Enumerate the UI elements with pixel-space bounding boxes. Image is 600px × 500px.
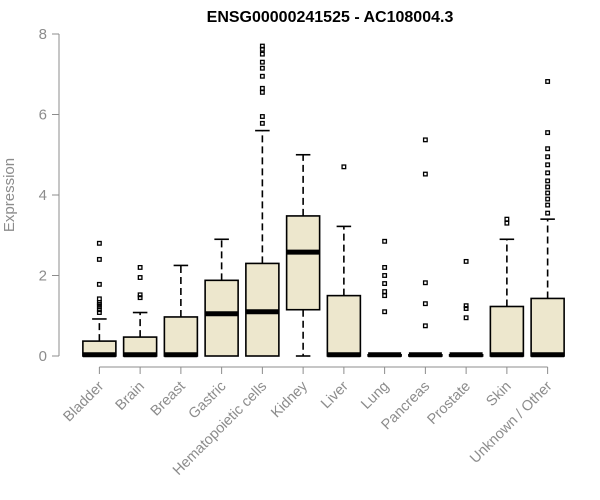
outlier-point: [259, 65, 265, 71]
outlier-point: [137, 295, 143, 301]
box-rect: [326, 294, 362, 357]
outlier-point: [545, 162, 551, 168]
outlier-point: [504, 216, 510, 222]
outlier-point: [382, 281, 388, 286]
outlier-point: [545, 146, 551, 152]
outlier-point: [545, 154, 551, 160]
outlier-point: [463, 315, 469, 321]
outlier-point: [422, 171, 428, 177]
outlier-point: [545, 190, 551, 196]
box-hematopoietic-cells: [245, 43, 280, 357]
box-brain: [122, 264, 158, 358]
x-tick-label: Brain: [113, 379, 148, 414]
outlier-point: [259, 43, 265, 49]
outlier-point: [382, 264, 388, 270]
outlier-point: [382, 273, 388, 278]
box-rect: [285, 215, 321, 311]
outlier-point: [422, 137, 428, 143]
outlier-point: [259, 73, 265, 79]
y-tick-label: 8: [39, 26, 47, 43]
box-lung: [367, 238, 402, 358]
box-rect: [204, 279, 239, 357]
outlier-point: [96, 256, 102, 262]
outlier-point: [545, 130, 551, 136]
outlier-point: [504, 220, 510, 226]
x-tick-label: Kidney: [268, 378, 311, 421]
outlier-point: [259, 59, 265, 65]
outlier-point: [341, 164, 347, 170]
x-tick-label: Prostate: [424, 379, 473, 428]
box-liver: [326, 164, 362, 358]
y-axis-label: Expression: [1, 158, 18, 232]
box-prostate: [448, 258, 484, 358]
outlier-point: [137, 264, 143, 270]
outlier-point: [422, 280, 428, 286]
outlier-point: [545, 178, 551, 184]
outlier-point: [259, 114, 265, 119]
box-rect: [530, 297, 565, 357]
outlier-point: [96, 296, 102, 302]
box-rect: [163, 316, 199, 357]
outlier-point: [463, 258, 469, 264]
outlier-point: [545, 210, 551, 216]
x-tick-label: Bladder: [61, 378, 108, 425]
box-bladder: [82, 240, 117, 358]
x-tick-label: Liver: [318, 378, 352, 412]
outlier-point: [382, 293, 388, 299]
outlier-point: [382, 289, 388, 295]
outlier-point: [382, 309, 388, 315]
outlier-point: [96, 310, 102, 315]
outlier-point: [259, 85, 265, 91]
y-tick-label: 4: [39, 187, 47, 204]
boxes-group: [82, 43, 565, 358]
box-kidney: [285, 153, 321, 357]
outlier-point: [422, 323, 428, 329]
box-rect: [489, 305, 525, 357]
x-tick-label: Lung: [358, 379, 392, 413]
chart-title: ENSG00000241525 - AC108004.3: [207, 9, 454, 26]
outlier-point: [463, 303, 469, 309]
outlier-point: [96, 240, 102, 246]
box-gastric: [204, 238, 239, 357]
outlier-point: [463, 306, 469, 311]
x-tick-label: Skin: [483, 379, 514, 410]
outlier-point: [545, 170, 551, 176]
outlier-point: [545, 184, 551, 190]
box-skin: [489, 216, 525, 358]
outlier-point: [382, 238, 388, 244]
box-unknown-other: [530, 79, 565, 358]
x-tick-label: Breast: [148, 379, 189, 420]
outlier-point: [545, 79, 551, 84]
outlier-point: [422, 301, 428, 307]
y-axis: 0 2 4 6 8: [39, 26, 60, 365]
y-tick-label: 6: [39, 107, 47, 124]
box-breast: [163, 264, 199, 358]
outlier-point: [96, 281, 102, 287]
outlier-point: [137, 275, 143, 280]
outlier-point: [259, 51, 265, 57]
outlier-point: [259, 120, 265, 126]
y-tick-label: 0: [39, 348, 47, 365]
outlier-point: [96, 307, 102, 313]
outlier-point: [259, 89, 265, 95]
outlier-point: [137, 292, 143, 298]
y-tick-label: 2: [39, 268, 47, 285]
outlier-point: [545, 196, 551, 202]
box-pancreas: [408, 137, 443, 358]
outlier-point: [545, 202, 551, 208]
